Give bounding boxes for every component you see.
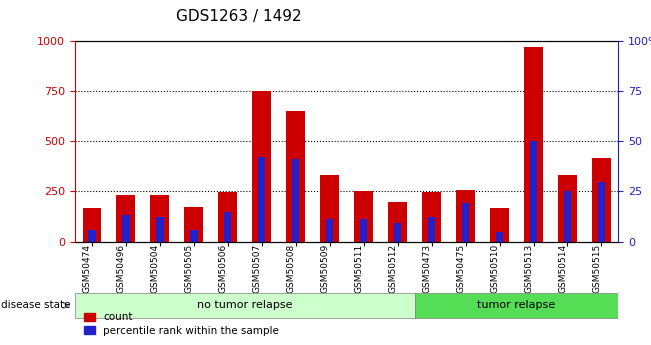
- Text: GSM50514: GSM50514: [559, 244, 568, 293]
- Text: no tumor relapse: no tumor relapse: [197, 300, 292, 310]
- Bar: [224, 213, 232, 242]
- Text: GSM50508: GSM50508: [286, 244, 296, 293]
- Text: tumor relapse: tumor relapse: [477, 300, 555, 310]
- Bar: [496, 233, 503, 241]
- Bar: [598, 183, 605, 241]
- Bar: [388, 203, 407, 242]
- Text: GSM50474: GSM50474: [83, 244, 92, 293]
- Text: GSM50473: GSM50473: [422, 244, 432, 293]
- Bar: [394, 224, 402, 241]
- Bar: [490, 208, 509, 242]
- Text: GSM50515: GSM50515: [592, 244, 602, 293]
- Text: GSM50504: GSM50504: [151, 244, 159, 293]
- Bar: [456, 190, 475, 242]
- Bar: [524, 47, 543, 242]
- Bar: [360, 219, 367, 242]
- Text: disease state: disease state: [1, 300, 70, 310]
- Bar: [258, 157, 266, 241]
- Bar: [286, 111, 305, 241]
- Legend: count, percentile rank within the sample: count, percentile rank within the sample: [80, 308, 283, 340]
- Text: GSM50513: GSM50513: [525, 244, 534, 293]
- Text: GSM50475: GSM50475: [456, 244, 465, 293]
- Bar: [530, 141, 537, 242]
- Bar: [462, 204, 469, 241]
- Bar: [150, 196, 169, 242]
- Bar: [320, 176, 339, 241]
- Text: GSM50496: GSM50496: [117, 244, 126, 293]
- Text: GSM50507: GSM50507: [253, 244, 262, 293]
- Bar: [156, 217, 163, 241]
- FancyBboxPatch shape: [75, 293, 415, 318]
- Bar: [122, 216, 130, 242]
- FancyBboxPatch shape: [415, 293, 618, 318]
- Bar: [558, 176, 577, 241]
- Bar: [592, 158, 611, 242]
- Text: GSM50510: GSM50510: [491, 244, 499, 293]
- Bar: [218, 193, 237, 242]
- Text: GSM50509: GSM50509: [321, 244, 329, 293]
- Bar: [292, 159, 299, 242]
- Text: GSM50511: GSM50511: [355, 244, 364, 293]
- Text: GDS1263 / 1492: GDS1263 / 1492: [176, 9, 301, 23]
- Bar: [326, 219, 333, 242]
- Text: GSM50512: GSM50512: [389, 244, 398, 293]
- Bar: [190, 230, 197, 241]
- Bar: [88, 230, 96, 241]
- Bar: [422, 193, 441, 242]
- Bar: [354, 191, 373, 242]
- Bar: [253, 91, 271, 242]
- Text: GSM50506: GSM50506: [219, 244, 228, 293]
- Bar: [83, 208, 101, 242]
- Bar: [564, 191, 571, 242]
- Bar: [117, 196, 135, 242]
- Bar: [184, 207, 203, 242]
- Bar: [428, 217, 436, 241]
- Text: GSM50505: GSM50505: [185, 244, 194, 293]
